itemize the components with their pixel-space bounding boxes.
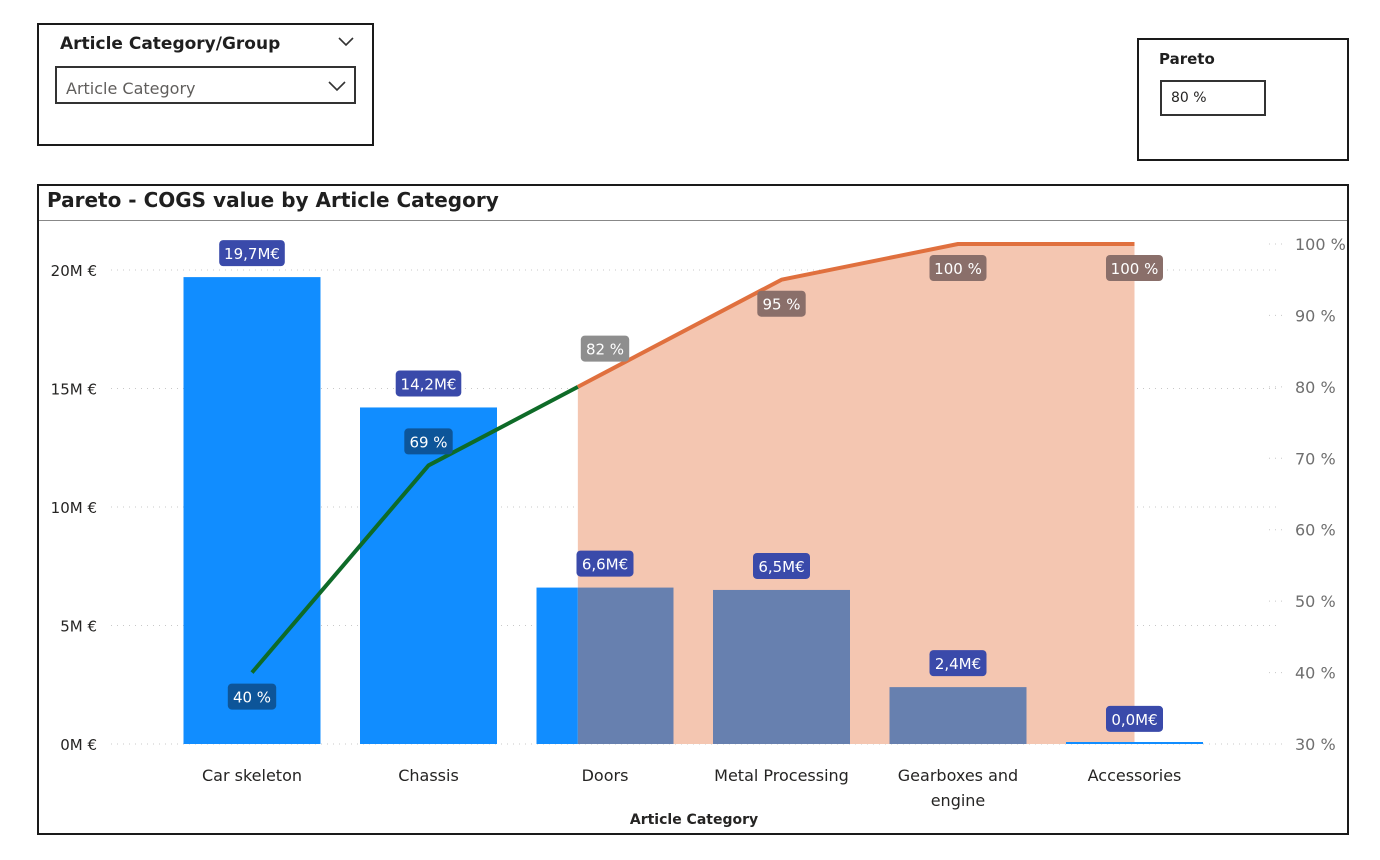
bar-value-label-bg — [576, 550, 634, 577]
x-axis-tick-label: Gearboxes and — [898, 766, 1018, 785]
y-axis-tick-label: 0M € — [60, 736, 97, 754]
cumulative-percent-label-bg — [227, 683, 277, 710]
y2-axis-tick-label: 90 % — [1295, 306, 1336, 325]
bar-value-label-bg — [219, 240, 285, 267]
cumulative-percent-label-bg — [580, 335, 630, 362]
y2-axis-tick-label: 30 % — [1295, 735, 1336, 754]
cumulative-line-under-threshold — [250, 385, 579, 674]
pareto-chart: 0M € 5M € 10M € 15M € 20M € 30 % 40 % 50 % 60 % 7… — [51, 235, 1346, 828]
y-axis-tick-label: 10M € — [51, 499, 97, 517]
cumulative-percent-label: 100 % — [1111, 260, 1159, 278]
x-axis-tick-label: engine — [931, 791, 986, 810]
cumulative-percent-label: 100 % — [934, 260, 982, 278]
cumulative-percent-label: 40 % — [233, 689, 271, 707]
cumulative-percent-label-bg — [929, 255, 987, 281]
bar — [360, 407, 497, 744]
bar — [713, 589, 850, 744]
slicer-dropdown[interactable]: Article Category — [55, 66, 356, 104]
bar-value-label: 19,7M€ — [224, 245, 280, 263]
bar-value-label: 14,2M€ — [401, 375, 457, 393]
bar-value-label: 2,4M€ — [935, 655, 981, 673]
article-category-slicer: Article Category/Group Article Category — [37, 23, 374, 146]
x-axis-tick-label: Accessories — [1088, 766, 1182, 785]
bar-value-label-bg — [1106, 705, 1163, 732]
y2-axis-tick-label: 70 % — [1295, 449, 1336, 468]
cumulative-percent-label-bg — [1106, 255, 1163, 281]
y-axis-tick-label: 15M € — [51, 381, 97, 399]
bar-value-label-bg — [929, 650, 987, 677]
y2-axis-tick-label: 40 % — [1295, 664, 1336, 683]
cumulative-percent-label: 69 % — [409, 433, 447, 451]
slicer-selected-value: Article Category — [66, 79, 196, 98]
y2-axis-tick-label: 100 % — [1295, 235, 1346, 254]
cumulative-percent-label: 82 % — [586, 341, 624, 359]
cumulative-line-over-threshold — [576, 242, 1135, 389]
chevron-down-icon[interactable] — [338, 37, 354, 47]
pareto-parameter-card: Pareto — [1137, 38, 1349, 161]
bar-value-label-bg — [395, 370, 462, 397]
cumulative-percent-label: 95 % — [762, 296, 800, 314]
bar-value-label: 0,0M€ — [1111, 711, 1157, 729]
bar-value-label: 6,6M€ — [582, 556, 628, 574]
bar — [889, 687, 1027, 744]
y2-axis-tick-label: 50 % — [1295, 592, 1336, 611]
x-axis-title: Article Category — [630, 812, 758, 828]
x-axis-tick-label: Doors — [582, 766, 629, 785]
x-axis-tick-label: Metal Processing — [714, 766, 849, 785]
pareto-value-input[interactable] — [1160, 80, 1266, 116]
pareto-label: Pareto — [1159, 50, 1215, 68]
bar — [1066, 742, 1203, 744]
bar — [183, 277, 321, 744]
pareto-chart-card: 0M € 5M € 10M € 15M € 20M € 30 % 40 % 50 % 60 % 7… — [37, 184, 1349, 835]
chart-title: Pareto - COGS value by Article Category — [47, 188, 499, 212]
bar — [577, 587, 674, 744]
cumulative-percent-label-bg — [757, 290, 806, 317]
bar — [536, 587, 578, 744]
chart-title-divider — [39, 220, 1347, 221]
y2-axis-tick-label: 80 % — [1295, 378, 1336, 397]
x-axis-tick-label: Car skeleton — [202, 766, 302, 785]
y-axis-tick-label: 5M € — [60, 618, 97, 636]
bar-value-label-bg — [753, 552, 810, 579]
chevron-down-icon — [328, 81, 346, 92]
slicer-title: Article Category/Group — [60, 34, 281, 54]
y2-axis-tick-label: 60 % — [1295, 521, 1336, 540]
bar-value-label: 6,5M€ — [758, 558, 804, 576]
y-axis-tick-label: 20M € — [51, 262, 97, 280]
x-axis-tick-label: Chassis — [398, 766, 459, 785]
cumulative-percent-label-bg — [404, 428, 453, 455]
